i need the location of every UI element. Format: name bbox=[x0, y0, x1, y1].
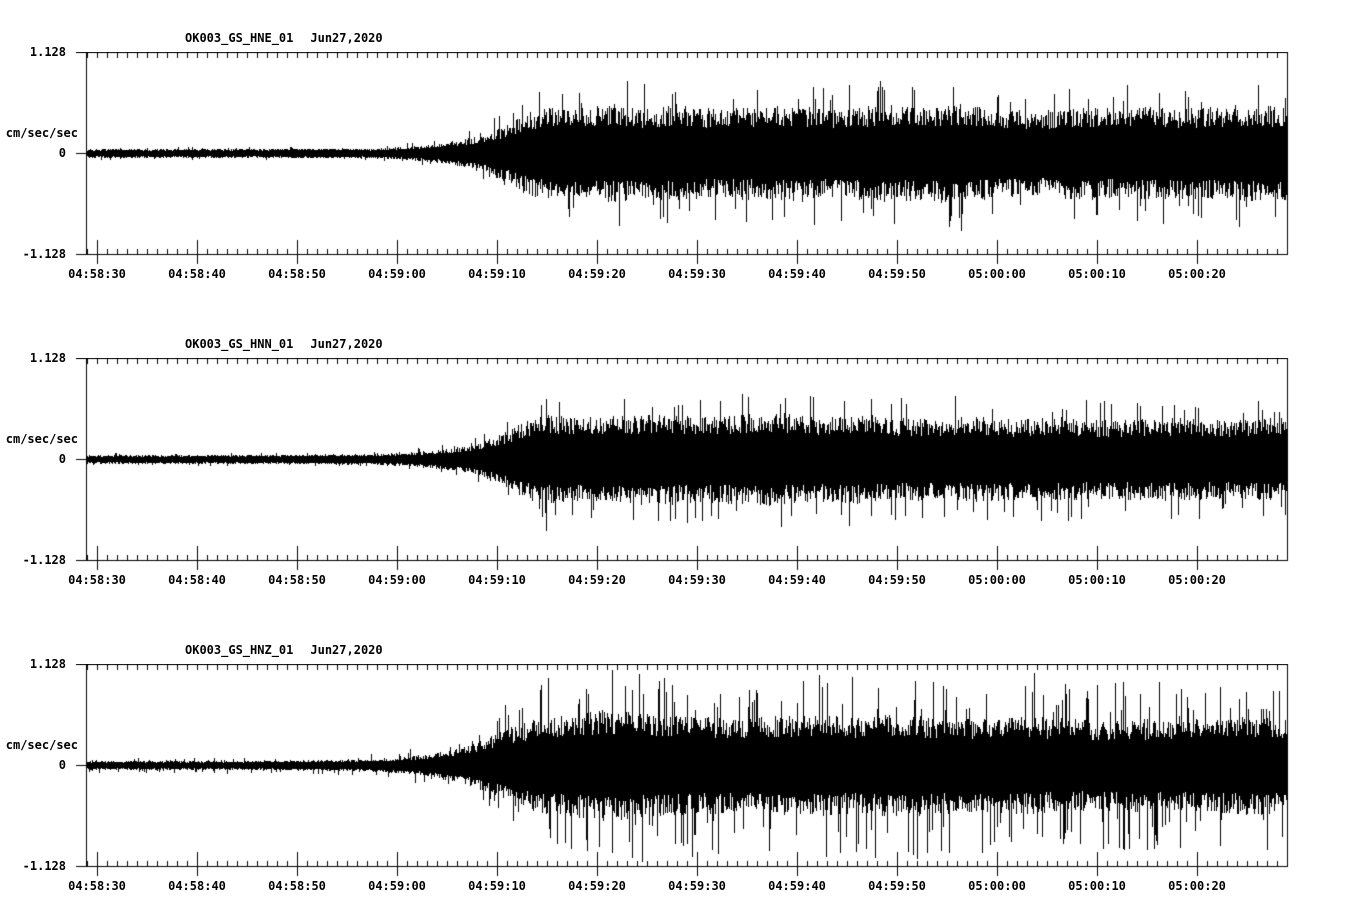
y-max-label: 1.128 bbox=[29, 657, 66, 671]
x-tick-label: 04:58:30 bbox=[68, 573, 126, 587]
trace-title: OK003_GS_HNN_01 Jun27,2020 bbox=[185, 338, 383, 351]
y-max-label: 1.128 bbox=[29, 45, 66, 59]
panel-hne: OK003_GS_HNE_01 Jun27,2020 1.128 cm/sec/… bbox=[0, 32, 1358, 292]
trace-date-label: Jun27,2020 bbox=[310, 31, 383, 45]
trace-date-label: Jun27,2020 bbox=[310, 337, 383, 351]
trace-id-label: OK003_GS_HNN_01 bbox=[185, 337, 294, 351]
seismogram-canvas-hnz bbox=[74, 664, 1290, 877]
x-tick-label: 04:59:10 bbox=[468, 267, 526, 281]
x-tick-label: 04:59:00 bbox=[368, 573, 426, 587]
trace-title: OK003_GS_HNE_01 Jun27,2020 bbox=[185, 32, 383, 45]
y-min-label: -1.128 bbox=[22, 247, 66, 261]
x-tick-label: 05:00:20 bbox=[1168, 267, 1226, 281]
x-tick-label: 04:59:20 bbox=[568, 879, 626, 893]
seismogram-canvas-hne bbox=[74, 52, 1290, 265]
y-axis-units-label: cm/sec/sec bbox=[5, 126, 78, 140]
x-tick-label: 05:00:10 bbox=[1068, 573, 1126, 587]
x-tick-label: 05:00:00 bbox=[968, 879, 1026, 893]
x-tick-label: 04:59:20 bbox=[568, 267, 626, 281]
x-axis-labels: 04:58:30 04:58:40 04:58:50 04:59:00 04:59:10… bbox=[0, 573, 1358, 589]
trace-title: OK003_GS_HNZ_01 Jun27,2020 bbox=[185, 644, 383, 657]
seismogram-canvas-hnn bbox=[74, 358, 1290, 571]
x-axis-labels: 04:58:30 04:58:40 04:58:50 04:59:00 04:59:10… bbox=[0, 879, 1358, 895]
y-zero-label: 0 bbox=[58, 146, 66, 160]
x-tick-label: 04:58:40 bbox=[168, 267, 226, 281]
x-tick-label: 04:59:40 bbox=[768, 267, 826, 281]
panel-hnz: OK003_GS_HNZ_01 Jun27,2020 1.128 cm/sec/… bbox=[0, 644, 1358, 904]
y-min-label: -1.128 bbox=[22, 553, 66, 567]
x-tick-label: 05:00:20 bbox=[1168, 573, 1226, 587]
x-tick-label: 04:58:30 bbox=[68, 267, 126, 281]
x-tick-label: 04:59:30 bbox=[668, 879, 726, 893]
x-tick-label: 04:58:40 bbox=[168, 879, 226, 893]
x-tick-label: 04:59:20 bbox=[568, 573, 626, 587]
x-tick-label: 04:59:40 bbox=[768, 879, 826, 893]
y-min-label: -1.128 bbox=[22, 859, 66, 873]
trace-id-label: OK003_GS_HNE_01 bbox=[185, 31, 294, 45]
y-zero-label: 0 bbox=[58, 452, 66, 466]
y-max-label: 1.128 bbox=[29, 351, 66, 365]
x-tick-label: 04:58:40 bbox=[168, 573, 226, 587]
x-tick-label: 05:00:00 bbox=[968, 267, 1026, 281]
x-tick-label: 04:58:50 bbox=[268, 879, 326, 893]
x-tick-label: 05:00:20 bbox=[1168, 879, 1226, 893]
x-tick-label: 04:59:30 bbox=[668, 267, 726, 281]
x-tick-label: 04:58:50 bbox=[268, 573, 326, 587]
x-axis-labels: 04:58:30 04:58:40 04:58:50 04:59:00 04:59:10… bbox=[0, 267, 1358, 283]
x-tick-label: 05:00:10 bbox=[1068, 267, 1126, 281]
x-tick-label: 04:58:30 bbox=[68, 879, 126, 893]
y-zero-label: 0 bbox=[58, 758, 66, 772]
x-tick-label: 04:59:10 bbox=[468, 573, 526, 587]
y-axis-units-label: cm/sec/sec bbox=[5, 432, 78, 446]
x-tick-label: 04:59:50 bbox=[868, 879, 926, 893]
x-tick-label: 04:59:00 bbox=[368, 267, 426, 281]
y-axis-units-label: cm/sec/sec bbox=[5, 738, 78, 752]
x-tick-label: 04:59:50 bbox=[868, 267, 926, 281]
x-tick-label: 05:00:00 bbox=[968, 573, 1026, 587]
trace-date-label: Jun27,2020 bbox=[310, 643, 383, 657]
x-tick-label: 04:59:50 bbox=[868, 573, 926, 587]
panel-hnn: OK003_GS_HNN_01 Jun27,2020 1.128 cm/sec/… bbox=[0, 338, 1358, 598]
x-tick-label: 04:59:30 bbox=[668, 573, 726, 587]
trace-id-label: OK003_GS_HNZ_01 bbox=[185, 643, 294, 657]
x-tick-label: 04:59:00 bbox=[368, 879, 426, 893]
x-tick-label: 05:00:10 bbox=[1068, 879, 1126, 893]
x-tick-label: 04:59:40 bbox=[768, 573, 826, 587]
x-tick-label: 04:58:50 bbox=[268, 267, 326, 281]
x-tick-label: 04:59:10 bbox=[468, 879, 526, 893]
